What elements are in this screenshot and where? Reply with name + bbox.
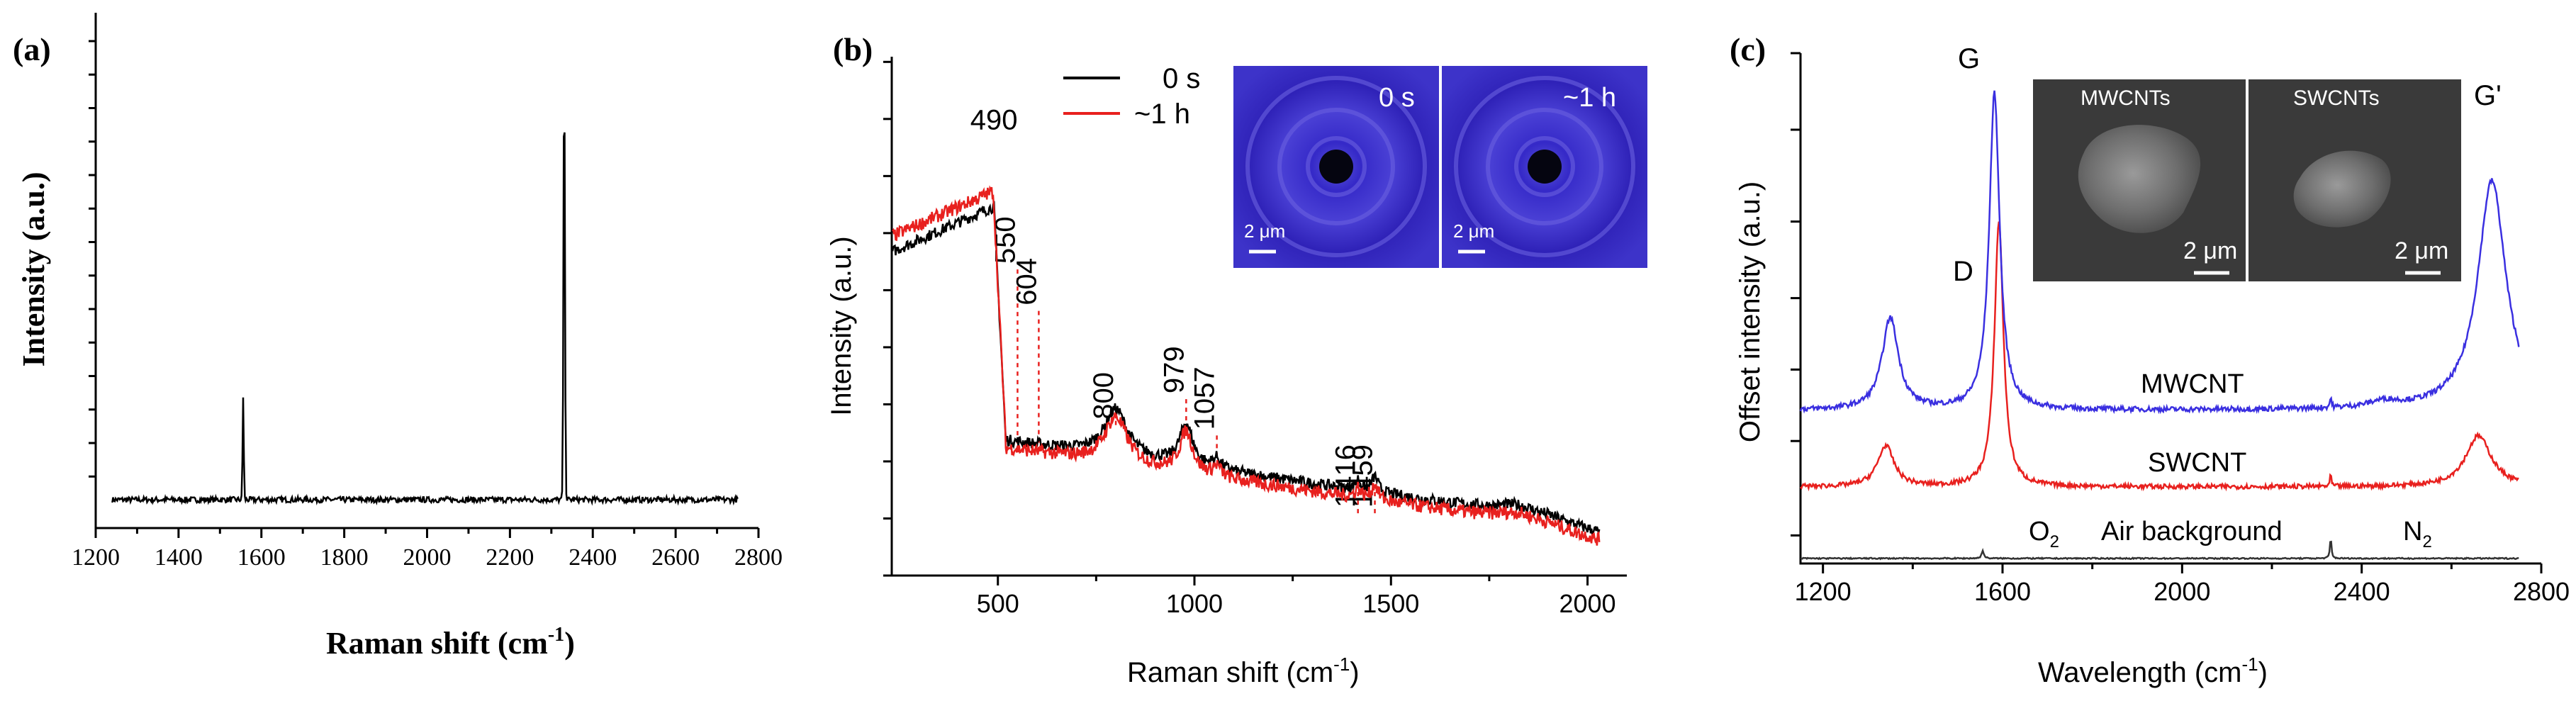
- panel-a: (a) 1200 1400 1600 1800 2000 2200 2400 2600 2800…: [13, 13, 783, 661]
- panel-b-xlabel: Raman shift (cm-1): [1127, 654, 1360, 688]
- band-label-g: G: [1958, 43, 1980, 74]
- panel-c-series-swcnt: [1800, 221, 2519, 492]
- x-tick-label: 2800: [734, 544, 783, 571]
- series-label-swcnt: SWCNT: [2148, 448, 2246, 478]
- inset-label-mwcnts: MWCNTs: [2081, 86, 2171, 110]
- panel-c-axes: [1799, 53, 2541, 565]
- inset-label-swcnts: SWCNTs: [2293, 86, 2380, 110]
- x-tick-label: 2000: [1559, 589, 1615, 618]
- peak-label: 1057: [1189, 366, 1221, 430]
- inset-particle-1h: [1528, 150, 1562, 184]
- panel-b-ylabel: Intensity (a.u.): [826, 236, 857, 415]
- inset-label-1h: ~1 h: [1563, 83, 1616, 113]
- panel-b-inset: 0 s ~1 h 2 μm 2 μm: [1233, 66, 1647, 268]
- panel-b-series-1h: [892, 185, 1601, 546]
- x-tick-label: 500: [977, 589, 1019, 618]
- x-tick-label: 2600: [651, 544, 700, 571]
- panel-a-xlabel: Raman shift (cm-1): [326, 624, 575, 661]
- panel-b-legend: 0 s ~1 h: [1063, 63, 1200, 130]
- x-tick-label: 1500: [1362, 589, 1419, 618]
- inset-particle-0s: [1319, 150, 1353, 184]
- x-tick-label: 1200: [1795, 577, 1852, 606]
- inset-label-0s: 0 s: [1379, 83, 1415, 113]
- peak-label: 604: [1011, 258, 1042, 305]
- panel-b-xticks: 500 1000 1500 2000: [977, 576, 1616, 618]
- x-tick-label: 1800: [320, 544, 369, 571]
- inset-scalebar-label-mwcnts: 2 μm: [2183, 237, 2237, 264]
- panel-a-yticks: [89, 40, 96, 478]
- panel-c-yticks: [1791, 52, 1801, 537]
- peak-label: 979: [1158, 346, 1189, 393]
- panel-a-label: (a): [13, 31, 51, 67]
- panel-c-series-air: [1800, 540, 2519, 561]
- panel-c-xlabel: Wavelength (cm-1): [2038, 654, 2268, 688]
- panel-c-ylabel: Offset intensity (a.u.): [1735, 181, 1766, 442]
- x-tick-label: 2200: [486, 544, 534, 571]
- panel-b-yticks: [883, 60, 892, 577]
- panel-a-spectrum-line: [111, 132, 739, 506]
- panel-a-axes: [94, 13, 758, 529]
- series-label-air: Air background: [2101, 517, 2283, 546]
- panel-c: (c) 1200 1600 2000 2400 2800 MWCNTs SWCNTs 2…: [1730, 31, 2570, 688]
- gas-label-o2: O2: [2029, 517, 2059, 551]
- peak-label: 800: [1088, 372, 1119, 420]
- panel-a-xticks: 1200 1400 1600 1800 2000 2200 2400 2600 2800: [72, 528, 783, 571]
- panel-c-inset: MWCNTs SWCNTs 2 μm 2 μm: [2033, 79, 2461, 281]
- panel-b-label: (b): [833, 31, 873, 67]
- gas-label-n2: N2: [2403, 517, 2432, 551]
- inset-particle-mwcnts: [2078, 125, 2201, 233]
- x-tick-label: 2000: [2154, 577, 2210, 606]
- x-tick-label: 1200: [72, 544, 120, 571]
- inset-scalebar-label-swcnts: 2 μm: [2395, 237, 2448, 264]
- panel-a-ylabel: Intensity (a.u.): [16, 172, 51, 366]
- panel-c-xticks: 1200 1600 2000 2400 2800: [1795, 563, 2570, 606]
- inset-particle-swcnts: [2293, 150, 2391, 228]
- inset-scalebar-label-0s: 2 μm: [1244, 220, 1285, 242]
- legend-label-1h: ~1 h: [1134, 99, 1190, 130]
- x-tick-label: 1000: [1166, 589, 1223, 618]
- x-tick-label: 2000: [403, 544, 452, 571]
- band-label-d: D: [1953, 256, 1973, 287]
- x-tick-label: 1600: [237, 544, 286, 571]
- series-label-mwcnt: MWCNT: [2141, 369, 2244, 399]
- x-tick-label: 1400: [155, 544, 203, 571]
- x-tick-label: 2800: [2513, 577, 2570, 606]
- panel-b-series-0s: [891, 201, 1601, 537]
- x-tick-label: 2400: [2334, 577, 2390, 606]
- x-tick-label: 1600: [1974, 577, 2031, 606]
- panel-c-label: (c): [1730, 31, 1766, 67]
- legend-label-0s: 0 s: [1163, 63, 1200, 94]
- inset-scalebar-label-1h: 2 μm: [1453, 220, 1494, 242]
- band-label-gprime: G': [2474, 80, 2502, 111]
- x-tick-label: 2400: [569, 544, 617, 571]
- panel-c-series-mwcnt: [1799, 90, 2520, 415]
- peak-label: 490: [970, 104, 1018, 135]
